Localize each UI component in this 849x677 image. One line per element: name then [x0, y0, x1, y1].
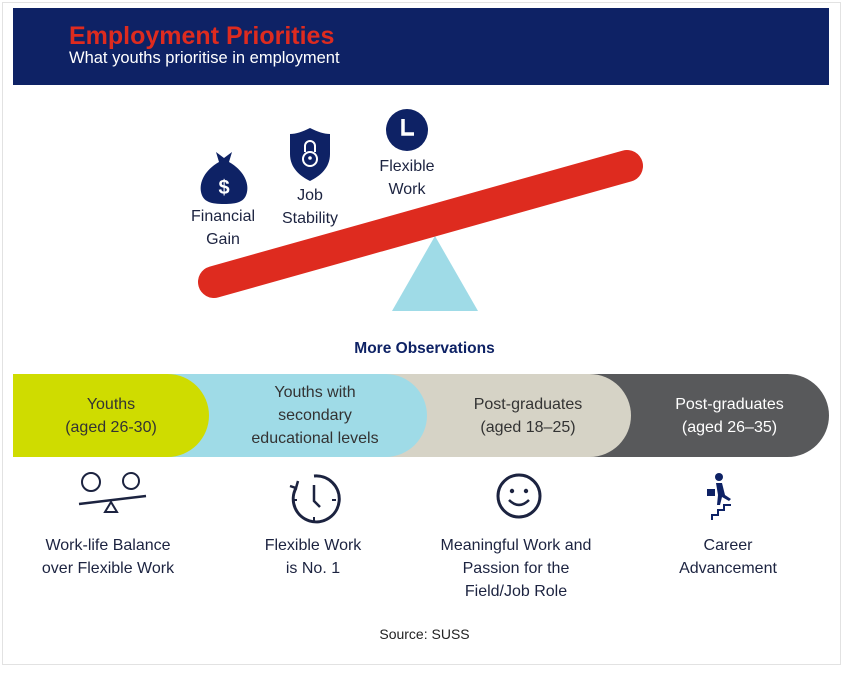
- climbing-stairs-icon: [707, 473, 731, 520]
- observations-heading: More Observations: [354, 340, 495, 357]
- group-label: Youths with: [274, 384, 356, 401]
- group-label: (aged 26–35): [681, 418, 778, 436]
- group-band-youths-26-30: Youths (aged 26-30): [13, 374, 209, 457]
- seesaw-fulcrum: [392, 236, 478, 311]
- finding-label: Flexible Work: [264, 537, 362, 554]
- smiley-icon: [496, 473, 542, 519]
- finding-label: Career: [703, 537, 753, 554]
- page-title: Employment Priorities: [69, 22, 335, 50]
- group-label: Post-graduates: [473, 395, 583, 413]
- finding-flexible-work: Flexible Work is No. 1: [213, 534, 413, 580]
- priority-job-stability: Job Stability: [255, 184, 365, 230]
- priority-flexible-work: Flexible Work: [352, 155, 462, 201]
- seesaw-beam: [198, 150, 643, 298]
- money-bag-icon: $: [200, 152, 248, 204]
- group-label: Youths: [86, 395, 136, 413]
- balance-icon: [78, 472, 147, 513]
- priority-label: Financial: [190, 208, 256, 225]
- group-label: Post-graduates: [675, 395, 784, 413]
- group-label: secondary: [278, 407, 352, 424]
- frame-border: [2, 2, 841, 665]
- finding-label: is No. 1: [285, 560, 341, 577]
- finding-career-advancement: Career Advancement: [628, 534, 828, 580]
- finding-label: Field/Job Role: [464, 583, 568, 600]
- finding-label: Meaningful Work and: [440, 537, 592, 554]
- group-label: (aged 18–25): [480, 418, 576, 436]
- svg-text:$: $: [218, 177, 229, 199]
- shield-lock-icon: [290, 128, 330, 181]
- priority-label: Stability: [281, 210, 339, 227]
- priority-financial-gain: Financial Gain: [168, 205, 278, 251]
- clock-icon: [386, 109, 428, 151]
- finding-work-life-balance: Work-life Balance over Flexible Work: [8, 534, 208, 580]
- group-label: educational levels: [251, 430, 379, 447]
- header-banner: Employment Priorities What youths priori…: [13, 8, 829, 85]
- seesaw-graphic: $: [198, 109, 643, 311]
- priority-label: Job: [297, 187, 323, 204]
- priority-label: Gain: [206, 231, 240, 248]
- priority-label: Work: [388, 181, 426, 198]
- finding-label: Work-life Balance: [45, 537, 171, 554]
- finding-label: Advancement: [679, 560, 777, 577]
- group-label: (aged 26-30): [65, 418, 157, 436]
- clock-rotate-icon: [289, 474, 341, 524]
- finding-meaningful-work: Meaningful Work and Passion for the Fiel…: [416, 534, 616, 603]
- finding-label: Passion for the: [462, 560, 570, 577]
- priority-label: Flexible: [379, 158, 435, 175]
- finding-label: over Flexible Work: [41, 560, 175, 577]
- source-caption: Source: SUSS: [379, 626, 470, 642]
- page-subtitle: What youths prioritise in employment: [69, 49, 340, 67]
